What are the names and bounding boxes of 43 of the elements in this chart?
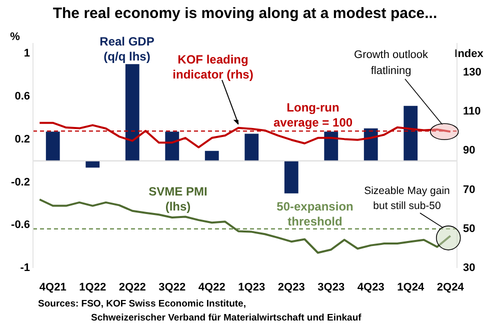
bar xyxy=(284,160,298,194)
bar xyxy=(404,106,418,162)
bar xyxy=(204,150,219,162)
bar xyxy=(125,64,140,162)
y-tick-label: -0.6 xyxy=(11,219,30,232)
y-axis-title: % xyxy=(10,31,20,44)
x-tick-label: 1Q24 xyxy=(397,282,425,294)
y2-tick-label: 30 xyxy=(463,262,476,274)
x-tick-label: 2Q23 xyxy=(278,282,305,294)
bar xyxy=(244,134,259,162)
bar xyxy=(165,132,180,162)
y2-tick-label: 110 xyxy=(463,106,481,118)
text: KOF leading indicator (rhs) xyxy=(172,52,254,82)
y-tick-label: -0.2 xyxy=(11,176,30,188)
y-tick-label: -1 xyxy=(20,262,30,274)
series-label: SVME PMI (lhs) xyxy=(148,184,208,214)
annotation: Growth outlook flatlining xyxy=(354,49,428,78)
bar xyxy=(324,132,338,162)
y2-axis-title: Index xyxy=(454,48,484,60)
x-tick-label: 4Q23 xyxy=(357,282,384,294)
x-tick-label: 2Q24 xyxy=(436,282,465,294)
y-tick-label: 0.6 xyxy=(14,90,30,103)
x-tick-label: 4Q22 xyxy=(198,282,226,294)
source-note: Sources: FSO, KOF Swiss Economic Institute, Schweizerischer Verband für Materialwirtschaft und Einkauf xyxy=(38,298,362,324)
bar xyxy=(364,128,378,162)
y2-tick-label: 50 xyxy=(463,222,476,235)
y2-tick-label: 70 xyxy=(463,184,476,196)
x-tick-label: 3Q22 xyxy=(158,282,186,294)
y-tick-label: 1 xyxy=(24,48,30,60)
series-label: Real GDP (q/q lhs) xyxy=(100,34,154,64)
x-tick-label: 4Q21 xyxy=(39,282,66,294)
ref-line-label: Long-run average = 100 xyxy=(273,100,353,130)
ref-line-label: 50-expansion threshold xyxy=(276,199,354,228)
x-tick-label: 3Q23 xyxy=(318,282,345,294)
chart-title: The real economy is moving along at a modest pace... xyxy=(52,5,438,22)
x-tick-label: 2Q22 xyxy=(118,282,146,294)
annotation: Sizeable May gain but still sub-50 xyxy=(364,184,450,212)
x-tick-label: 1Q22 xyxy=(79,282,106,294)
bar xyxy=(46,132,60,162)
y-tick-label: 0.2 xyxy=(14,133,30,146)
y2-tick-label: 90 xyxy=(463,144,476,157)
y2-tick-label: 130 xyxy=(463,66,482,78)
x-tick-label: 1Q23 xyxy=(238,282,266,294)
